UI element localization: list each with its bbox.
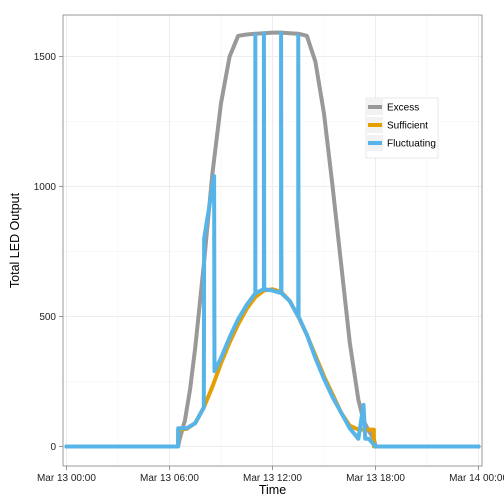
legend-label-excess: Excess [387, 103, 419, 114]
series-line-fluctuating [64, 31, 481, 449]
y-tick-label: 1000 [34, 182, 57, 193]
y-tick-label: 1500 [34, 52, 57, 63]
legend-label-fluctuating: Fluctuating [387, 139, 436, 150]
series-line-excess [64, 30, 481, 449]
x-tick-label: Mar 14 00:00 [449, 473, 504, 484]
series-layer [64, 30, 481, 449]
x-tick-label: Mar 13 06:00 [140, 473, 199, 484]
y-tick-label: 0 [50, 442, 56, 453]
x-tick-label: Mar 13 12:00 [243, 473, 302, 484]
x-axis-title: Time [259, 483, 286, 497]
y-tick-label: 500 [39, 312, 56, 323]
x-axis: Mar 13 00:00 Mar 13 06:00 Mar 13 12:00 Mar … [37, 466, 504, 484]
legend-label-sufficient: Sufficient [387, 121, 428, 132]
y-axis: 0 500 1000 1500 [34, 52, 63, 453]
x-tick-label: Mar 13 00:00 [37, 473, 96, 484]
y-axis-title: Total LED Output [8, 192, 22, 288]
plot-area [62, 14, 483, 467]
legend: Excess Sufficient Fluctuating [365, 97, 439, 159]
x-tick-label: Mar 13 18:00 [346, 473, 405, 484]
